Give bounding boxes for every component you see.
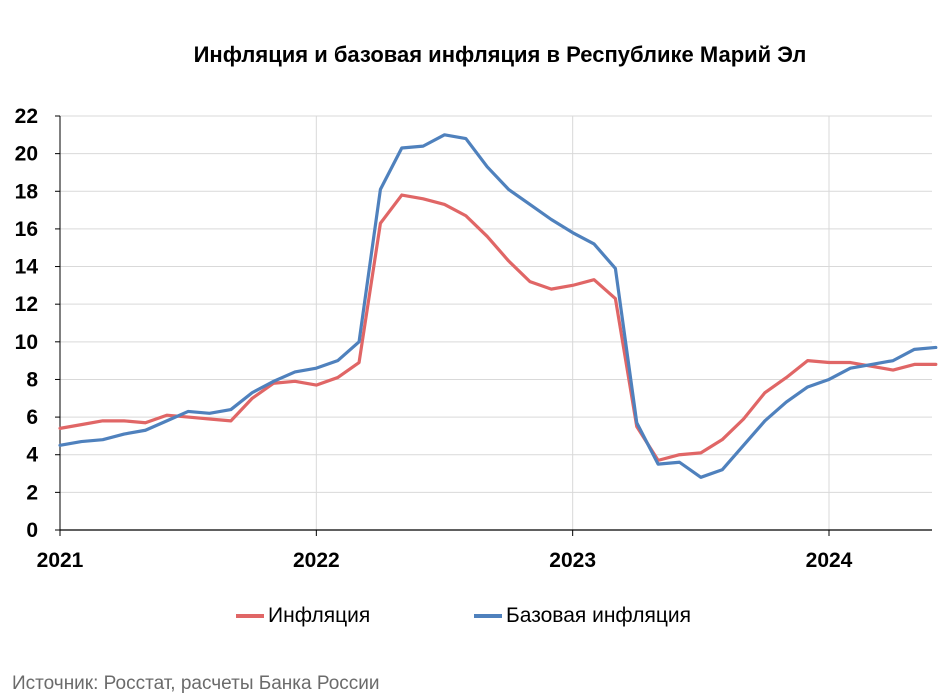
x-tick-label: 2021 — [37, 549, 84, 572]
legend-swatch-inflation — [236, 614, 264, 618]
y-tick-label: 22 — [15, 105, 38, 128]
chart-title: Инфляция и базовая инфляция в Республике… — [193, 42, 807, 67]
y-tick-label: 12 — [15, 293, 38, 316]
x-tick-label: 2024 — [806, 549, 853, 572]
y-tick-label: 0 — [26, 519, 38, 542]
axis-layer — [55, 115, 932, 536]
y-tick-label: 10 — [15, 331, 38, 354]
y-tick-label: 20 — [15, 143, 38, 166]
series-layer — [58, 133, 938, 479]
y-tick-label: 14 — [15, 256, 39, 279]
source-note: Источник: Росстат, расчеты Банка России — [12, 673, 380, 694]
x-tick-label: 2023 — [549, 549, 596, 572]
legend-label-inflation: Инфляция — [268, 604, 371, 627]
legend-swatch-core-inflation — [474, 614, 502, 618]
core-inflation-line — [58, 133, 938, 479]
x-tick-label: 2022 — [293, 549, 340, 572]
inflation-line — [58, 193, 938, 462]
legend: Инфляция Базовая инфляция — [0, 604, 950, 634]
y-tick-label: 16 — [15, 218, 38, 241]
y-tick-label: 6 — [26, 406, 38, 429]
legend-item-inflation: Инфляция — [236, 604, 370, 628]
y-tick-label: 8 — [26, 368, 38, 391]
legend-item-core-inflation: Базовая инфляция — [474, 604, 691, 628]
y-tick-label: 18 — [15, 180, 39, 203]
y-tick-label: 2 — [26, 481, 38, 504]
legend-label-core-inflation: Базовая инфляция — [506, 604, 692, 627]
y-tick-label: 4 — [26, 444, 38, 467]
